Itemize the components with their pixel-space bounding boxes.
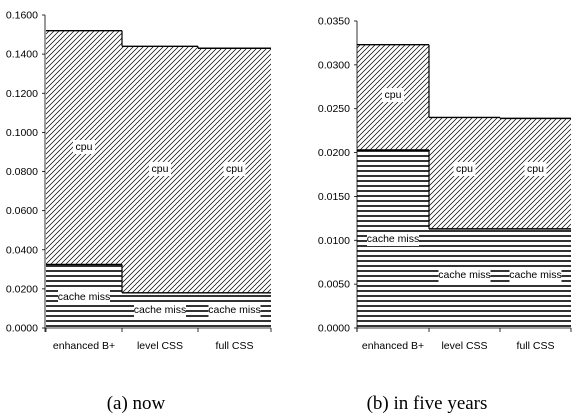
segment-label-bg: [58, 290, 110, 304]
segment-label-bg: [524, 162, 547, 176]
y-tick-label: 0.0250: [318, 103, 350, 115]
segment-label-bg: [382, 88, 404, 102]
x-category-label: full CSS: [517, 340, 555, 352]
y-tick-label: 0.1200: [6, 88, 38, 100]
segment-label-cpu: cpu: [226, 163, 243, 175]
y-tick-label: 0.0100: [318, 235, 350, 247]
segment-label-cache-miss: cache miss: [367, 233, 420, 245]
segment-label-bg: [73, 140, 95, 154]
segment-label-cache-miss: cache miss: [438, 269, 491, 281]
segment-label-cache-miss: cache miss: [509, 269, 562, 281]
chart-five-years: 0.0000 0.0050 0.0100 0.0150 0.0200 0.0250 0.03…: [318, 16, 572, 352]
segment-label-cpu: cpu: [76, 141, 93, 153]
y-tick-label: 0.1000: [6, 127, 38, 139]
segment-label-bg: [367, 232, 419, 246]
segment-label-cpu: cpu: [527, 163, 544, 175]
y-tick-label: 0.0350: [318, 16, 350, 28]
x-category-label: full CSS: [216, 340, 254, 352]
x-category-label: level CSS: [441, 340, 487, 352]
segment-label-cache-miss: cache miss: [134, 304, 187, 316]
chart-now: 0.0000 0.0200 0.0400 0.0600 0.0800 0.1000 0.12…: [6, 10, 272, 352]
caption-now: (a) now: [107, 393, 166, 414]
segment-label-cpu: cpu: [152, 163, 169, 175]
y-tick-label: 0.0600: [6, 205, 38, 217]
segment-label-bg: [223, 162, 246, 176]
segment-label-cpu: cpu: [385, 89, 402, 101]
segment-label-bg: [208, 303, 261, 317]
y-tick-label: 0.0200: [318, 147, 350, 159]
x-category-label: enhanced B+: [362, 340, 424, 352]
segment-label-bg: [509, 268, 562, 282]
segment-label-bg: [149, 162, 171, 176]
y-tick-label: 0.0300: [318, 59, 350, 71]
y-tick-label: 0.0000: [6, 323, 38, 335]
y-tick-label: 0.0050: [318, 279, 350, 291]
x-category-label: enhanced B+: [53, 340, 115, 352]
segment-label-bg: [134, 303, 186, 317]
segment-label-cpu: cpu: [456, 163, 473, 175]
y-tick-label: 0.0400: [6, 244, 38, 256]
y-tick-label: 0.1600: [6, 10, 38, 22]
y-tick-label: 0.0150: [318, 191, 350, 203]
y-tick-label: 0.1400: [6, 49, 38, 61]
segment-label-cache-miss: cache miss: [208, 304, 261, 316]
caption-five-years: (b) in five years: [367, 393, 488, 414]
segment-label-bg: [438, 268, 491, 282]
y-tick-label: 0.0200: [6, 283, 38, 295]
y-tick-label: 0.0000: [318, 323, 350, 335]
x-category-label: level CSS: [137, 340, 183, 352]
y-tick-label: 0.0800: [6, 166, 38, 178]
segment-label-bg: [453, 162, 476, 176]
segment-label-cache-miss: cache miss: [58, 291, 111, 303]
